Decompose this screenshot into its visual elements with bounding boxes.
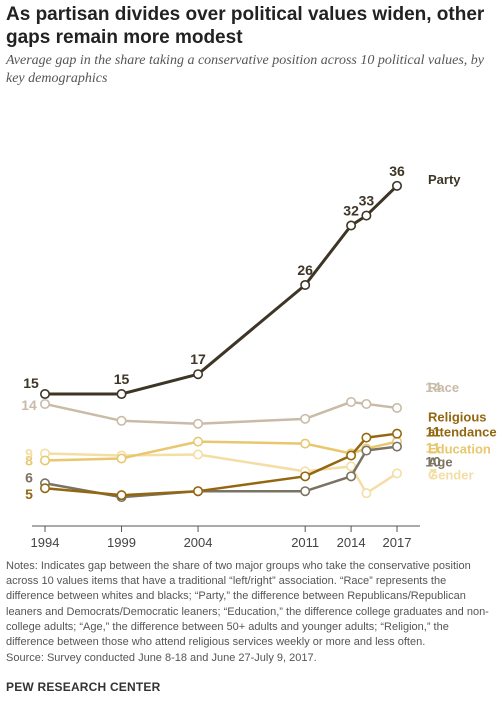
brand-name: PEW RESEARCH CENTER <box>6 680 161 694</box>
x-tick-label: 2004 <box>184 535 213 550</box>
x-tick-label: 2017 <box>383 535 412 550</box>
data-label-gender: 9 <box>25 446 33 462</box>
data-point-education <box>300 438 311 449</box>
x-tick-label: 1999 <box>107 535 136 550</box>
data-label-religious-attendance: 11 <box>426 424 441 440</box>
series-name-race: Race <box>428 380 459 395</box>
data-point-party <box>346 220 357 231</box>
data-point-race <box>346 396 357 407</box>
data-point-age <box>391 441 402 452</box>
data-label-education: 8 <box>25 452 33 468</box>
data-point-party <box>39 389 50 400</box>
data-point-religious-attendance <box>346 450 357 461</box>
data-label-age: 10 <box>425 454 441 470</box>
data-point-party <box>391 180 402 191</box>
data-point-education <box>39 455 50 466</box>
data-label-race: 14 <box>425 379 441 395</box>
chart-title: As partisan divides over political value… <box>6 4 485 48</box>
chart-source: Source: Survey conducted June 8-18 and J… <box>6 652 317 664</box>
data-point-race <box>39 398 50 409</box>
data-point-age <box>346 471 357 482</box>
data-label-gender: 7 <box>429 465 437 481</box>
data-label-party: 33 <box>359 193 375 209</box>
data-label-age: 6 <box>25 469 33 485</box>
data-point-education <box>116 453 127 464</box>
data-label-party: 26 <box>297 262 313 278</box>
x-axis: 1994 1999 2004 2011 2014 2017 <box>31 525 420 550</box>
series-layer <box>39 180 402 503</box>
data-point-age <box>361 445 372 456</box>
data-point-religious-attendance <box>39 483 50 494</box>
data-point-race <box>361 398 372 409</box>
data-label-religious-attendance: 5 <box>25 486 33 502</box>
data-point-religious-attendance <box>116 490 127 501</box>
x-tick-label: 2011 <box>291 535 319 550</box>
data-point-education <box>193 436 204 447</box>
x-tick-label: 1994 <box>31 535 60 550</box>
data-point-religious-attendance <box>391 428 402 439</box>
data-point-gender <box>346 461 357 472</box>
data-label-race: 14 <box>21 397 37 413</box>
series-name-party: Party <box>428 172 461 187</box>
series-name-education: Education <box>428 442 491 457</box>
series-name-gender: Gender <box>428 467 474 482</box>
data-label-party: 32 <box>343 202 359 218</box>
data-label-education: 11 <box>426 440 441 456</box>
data-point-gender <box>361 488 372 499</box>
data-point-race <box>391 402 402 413</box>
data-point-party <box>361 210 372 221</box>
data-point-gender <box>193 449 204 460</box>
data-point-gender <box>391 468 402 479</box>
line-chart: 1994 1999 2004 2011 2014 2017 15 1517263233361… <box>21 163 496 550</box>
data-label-party: 15 <box>23 375 39 391</box>
series-name-religious-attendance: Religious attendance <box>428 410 497 440</box>
data-point-religious-attendance <box>361 432 372 443</box>
x-tick-label: 2014 <box>337 535 366 550</box>
series-line-race <box>44 400 398 426</box>
chart-notes: Notes: Indicates gap between the share o… <box>6 560 489 649</box>
chart-subtitle: Average gap in the share taking a conser… <box>6 53 484 86</box>
data-label-party: 15 <box>114 371 130 387</box>
data-point-race <box>116 415 127 426</box>
data-point-race <box>300 413 311 424</box>
series-name-age: Age <box>428 455 453 470</box>
data-point-party <box>193 369 204 380</box>
data-point-party <box>116 389 127 400</box>
data-label-party: 17 <box>190 351 206 367</box>
data-label-party: 36 <box>389 163 405 179</box>
data-point-religious-attendance <box>193 486 204 497</box>
data-point-age <box>300 486 311 497</box>
data-point-party <box>300 279 311 290</box>
data-point-race <box>193 418 204 429</box>
data-point-religious-attendance <box>300 471 311 482</box>
